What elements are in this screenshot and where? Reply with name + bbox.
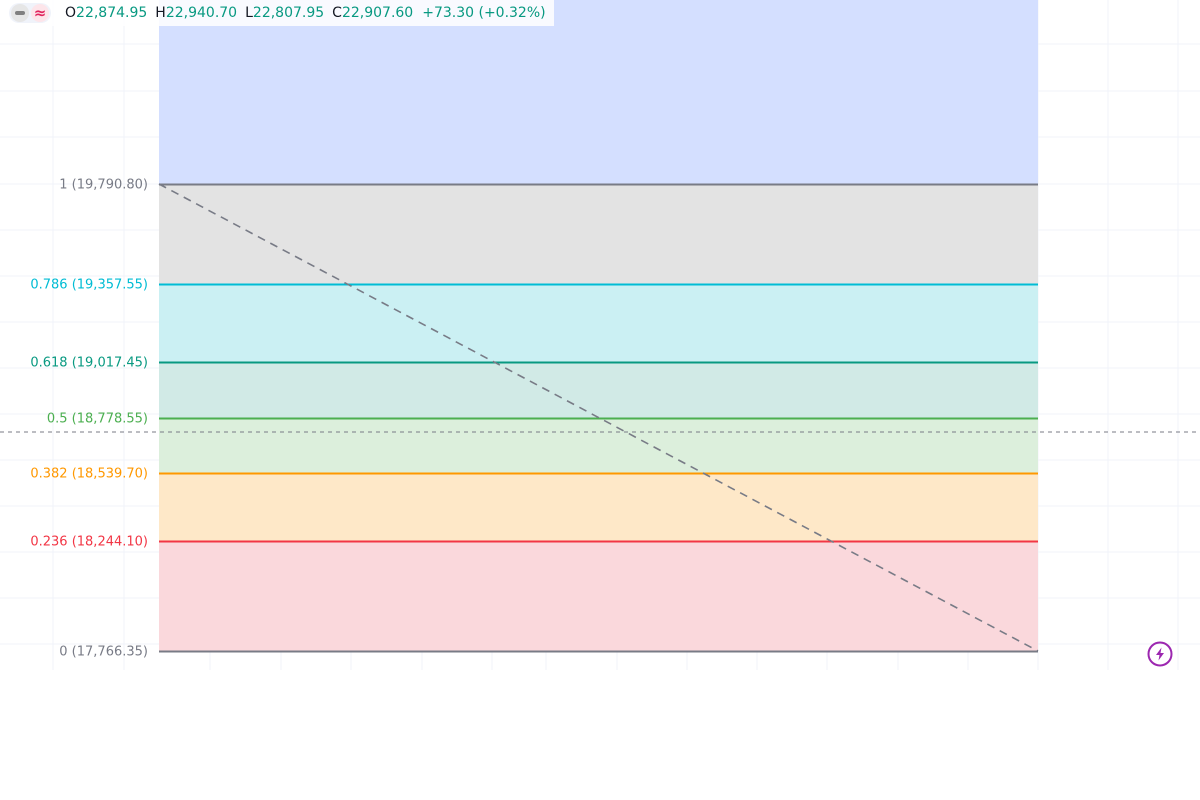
close-key: C — [332, 5, 342, 21]
open-value: 22,874.95 — [76, 5, 148, 21]
fib-level-label: 1 (19,790.80) — [59, 177, 148, 192]
legend-buttons: ≈ — [9, 3, 51, 23]
fib-zone — [159, 283, 1038, 363]
fib-extension-zone — [159, 0, 1038, 184]
fib-level-label: 0 (17,766.35) — [59, 644, 148, 659]
fib-level-lines[interactable] — [159, 183, 1038, 653]
fib-zone — [159, 540, 1038, 651]
fib-level-label: 0.5 (18,778.55) — [46, 411, 148, 426]
price-change: +73.30 (+0.32%) — [422, 5, 546, 21]
low-value: 22,807.95 — [252, 5, 325, 21]
fib-zone — [159, 362, 1038, 418]
fib-trend-line[interactable] — [158, 183, 1039, 652]
fib-zones — [159, 0, 1038, 651]
high-value: 22,940.70 — [165, 5, 238, 21]
hide-indicator-icon[interactable] — [11, 4, 29, 22]
lightning-bolt-icon[interactable] — [1147, 641, 1173, 667]
fib-level-label: 0.786 (19,357.55) — [30, 277, 148, 292]
ohlc-legend: ≈ O 22,874.95 H 22,940.70 L 22,807.95 C 22,9… — [0, 0, 554, 26]
high-key: H — [155, 5, 166, 21]
fib-zone — [159, 472, 1038, 541]
open-key: O — [65, 5, 77, 21]
close-value: 22,907.60 — [341, 5, 414, 21]
low-key: L — [245, 5, 253, 21]
fib-zone — [159, 184, 1038, 284]
fib-level-label: 0.618 (19,017.45) — [30, 355, 148, 370]
approx-wave-icon[interactable]: ≈ — [31, 4, 49, 22]
fib-zone — [159, 417, 1038, 473]
fib-level-label: 0.382 (18,539.70) — [30, 466, 148, 481]
fib-level-label: 0.236 (18,244.10) — [30, 534, 148, 549]
